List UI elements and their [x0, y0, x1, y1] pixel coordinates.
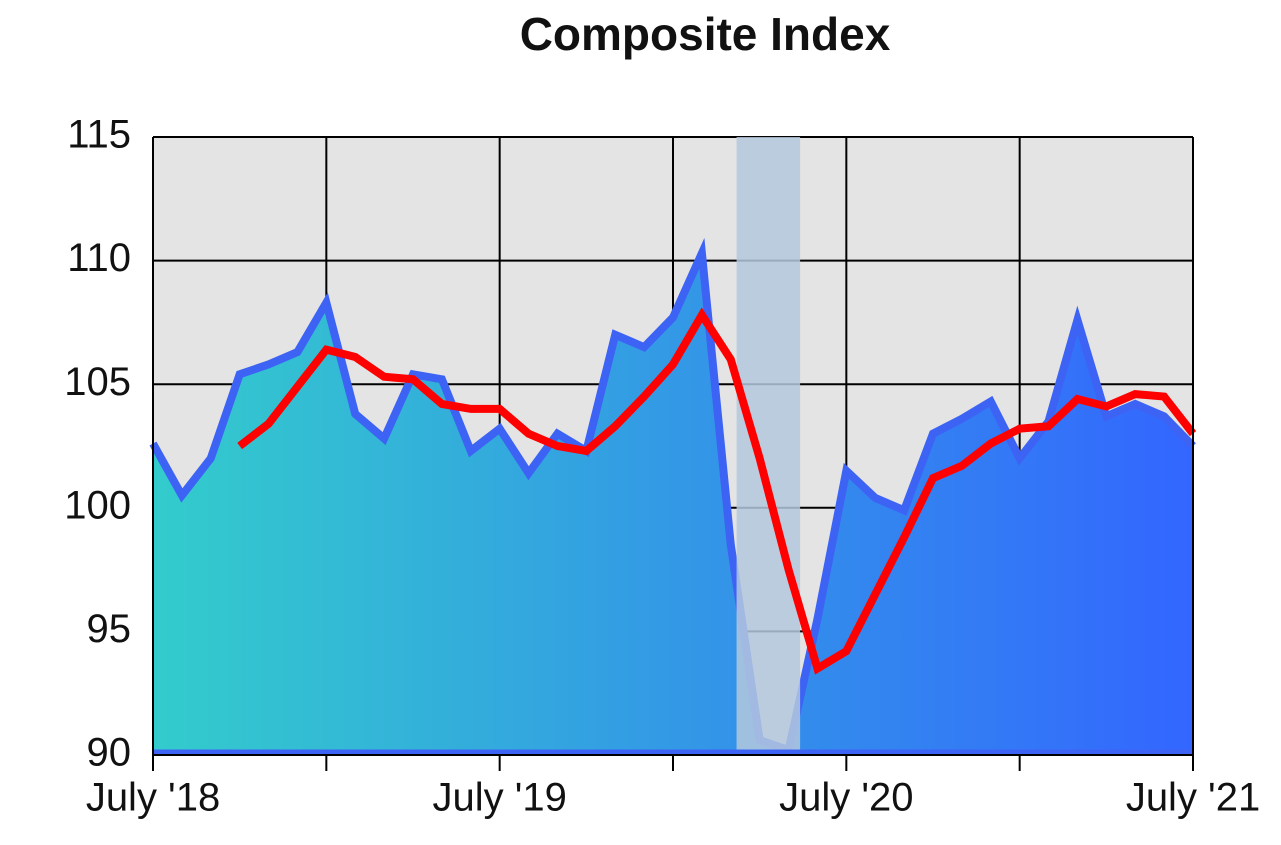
- y-tick-label: 110: [67, 236, 131, 280]
- line: [149, 237, 1196, 756]
- y-tick-label: 115: [67, 113, 131, 157]
- shaded-period: [736, 137, 801, 755]
- x-tick-label: July '18: [86, 776, 220, 820]
- x-tick-label: July '20: [779, 776, 913, 820]
- y-tick-label: 95: [87, 607, 132, 651]
- y-tick-label: 100: [64, 483, 131, 527]
- x-tick-label: July '19: [432, 776, 566, 820]
- y-tick-label: 105: [64, 360, 131, 404]
- line: [237, 307, 1197, 675]
- x-tick-label: July '21: [1126, 776, 1260, 820]
- y-tick-label: 90: [87, 731, 132, 775]
- chart-title: Composite Index: [520, 8, 891, 60]
